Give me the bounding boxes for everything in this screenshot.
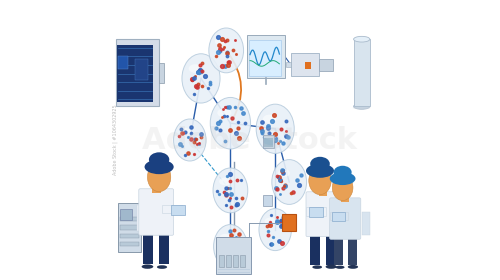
Bar (159, 63, 164, 83)
Ellipse shape (148, 162, 171, 192)
Bar (342, 194, 349, 202)
Ellipse shape (259, 209, 292, 251)
Ellipse shape (209, 28, 244, 73)
Bar (232, 255, 237, 267)
Ellipse shape (334, 166, 351, 179)
Bar (264, 135, 274, 148)
Bar (304, 62, 311, 69)
Ellipse shape (278, 169, 290, 177)
Bar (286, 62, 290, 67)
Ellipse shape (182, 54, 220, 103)
Bar (310, 234, 320, 265)
Bar (264, 195, 272, 206)
Ellipse shape (354, 104, 370, 109)
Bar (334, 237, 342, 265)
Bar (247, 35, 285, 78)
Bar (362, 212, 370, 235)
Bar (226, 255, 230, 267)
Bar (306, 207, 326, 216)
FancyBboxPatch shape (306, 192, 340, 237)
Bar (216, 237, 252, 274)
Ellipse shape (348, 265, 358, 269)
Bar (218, 272, 250, 273)
Bar (120, 225, 140, 230)
Bar (341, 207, 349, 232)
Ellipse shape (213, 168, 248, 213)
Ellipse shape (219, 178, 232, 185)
Ellipse shape (215, 38, 227, 45)
FancyBboxPatch shape (330, 198, 361, 239)
Ellipse shape (309, 167, 331, 195)
Bar (159, 232, 170, 264)
Bar (117, 45, 154, 102)
Bar (318, 188, 327, 196)
Bar (143, 232, 154, 264)
Bar (264, 138, 273, 147)
Ellipse shape (256, 104, 294, 153)
Ellipse shape (210, 97, 250, 149)
Ellipse shape (353, 106, 370, 109)
Bar (318, 59, 332, 71)
Bar (330, 212, 348, 220)
Ellipse shape (306, 164, 334, 178)
Bar (240, 255, 244, 267)
Bar (120, 209, 132, 220)
Ellipse shape (326, 265, 337, 269)
Ellipse shape (310, 157, 330, 171)
Ellipse shape (272, 160, 306, 204)
Text: Adobe Stock: Adobe Stock (142, 125, 358, 155)
Bar (171, 205, 186, 215)
Bar (354, 39, 370, 106)
Ellipse shape (312, 265, 322, 269)
Bar (218, 255, 224, 267)
Bar (120, 217, 140, 221)
Ellipse shape (263, 115, 276, 123)
Bar (282, 214, 296, 231)
Bar (118, 56, 128, 69)
Bar (326, 234, 336, 265)
Ellipse shape (332, 175, 353, 200)
Ellipse shape (330, 172, 355, 185)
Bar (348, 237, 357, 265)
Bar (162, 205, 182, 213)
Ellipse shape (218, 108, 232, 117)
Ellipse shape (220, 234, 231, 241)
Ellipse shape (188, 64, 202, 73)
Ellipse shape (157, 265, 167, 269)
Ellipse shape (336, 266, 344, 269)
Bar (309, 207, 323, 217)
Bar (218, 269, 250, 270)
Text: Adobe Stock | #1064302925: Adobe Stock | #1064302925 (112, 105, 117, 175)
Bar (290, 53, 318, 76)
Bar (116, 39, 159, 106)
Ellipse shape (142, 264, 154, 269)
Ellipse shape (149, 152, 170, 167)
Bar (248, 40, 281, 76)
Ellipse shape (144, 160, 174, 174)
Bar (332, 212, 345, 221)
Ellipse shape (214, 225, 247, 268)
Bar (135, 59, 148, 80)
Bar (138, 205, 146, 231)
Ellipse shape (354, 36, 370, 42)
Bar (120, 242, 140, 246)
Ellipse shape (179, 128, 190, 135)
Bar (152, 184, 160, 193)
FancyBboxPatch shape (139, 189, 173, 235)
Ellipse shape (174, 119, 206, 161)
Bar (120, 234, 140, 238)
Ellipse shape (264, 218, 276, 225)
Bar (118, 203, 141, 252)
